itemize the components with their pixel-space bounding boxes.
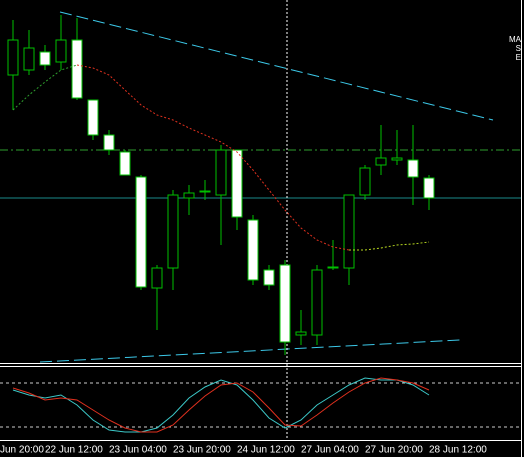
indicator-label: S	[516, 44, 521, 53]
candle-body	[7, 39, 19, 76]
candle-body	[343, 194, 355, 269]
candle-body	[423, 177, 435, 199]
indicator-line	[12, 377, 430, 433]
x-tick-label: 24 Jun 12:00	[237, 445, 295, 456]
trend-line	[39, 339, 461, 363]
candle-body	[327, 266, 339, 269]
indicator-line	[76, 64, 350, 251]
candle-body	[119, 151, 131, 176]
candle-body	[103, 134, 115, 151]
candle-body	[23, 47, 35, 71]
candle-body	[311, 269, 323, 336]
indicator-line	[12, 64, 78, 111]
candle-body	[247, 219, 259, 281]
candle-body	[151, 267, 163, 289]
candle-body	[167, 194, 179, 269]
x-tick-label: 23 Jun 04:00	[109, 445, 167, 456]
indicator-line	[12, 377, 430, 433]
candle-body	[199, 190, 211, 193]
candle-body	[231, 149, 243, 218]
candle-body	[55, 39, 67, 63]
candle-body	[183, 192, 195, 199]
x-tick-label: 27 Jun 04:00	[301, 445, 359, 456]
candle-body	[279, 264, 291, 343]
indicator-line	[349, 241, 430, 251]
x-tick-label: Jun 20:00	[0, 445, 44, 456]
x-tick-label: 23 Jun 20:00	[173, 445, 231, 456]
candle-body	[295, 331, 307, 336]
indicator-label: E	[516, 53, 521, 62]
candle-body	[215, 149, 227, 196]
indicator-label: MA	[509, 35, 522, 44]
trend-line	[59, 11, 494, 121]
candle-body	[359, 167, 371, 196]
x-tick-label: 22 Jun 12:00	[45, 445, 103, 456]
candle-body	[135, 176, 147, 288]
x-tick-label: 28 Jun 12:00	[429, 445, 487, 456]
candle-body	[87, 99, 99, 136]
candle-body	[391, 157, 403, 161]
x-tick-label: 27 Jun 20:00	[365, 445, 423, 456]
candle-body	[407, 159, 419, 178]
candle-body	[375, 157, 387, 166]
candle-body	[263, 269, 275, 286]
candle-body	[71, 39, 83, 99]
candle-body	[39, 51, 51, 66]
